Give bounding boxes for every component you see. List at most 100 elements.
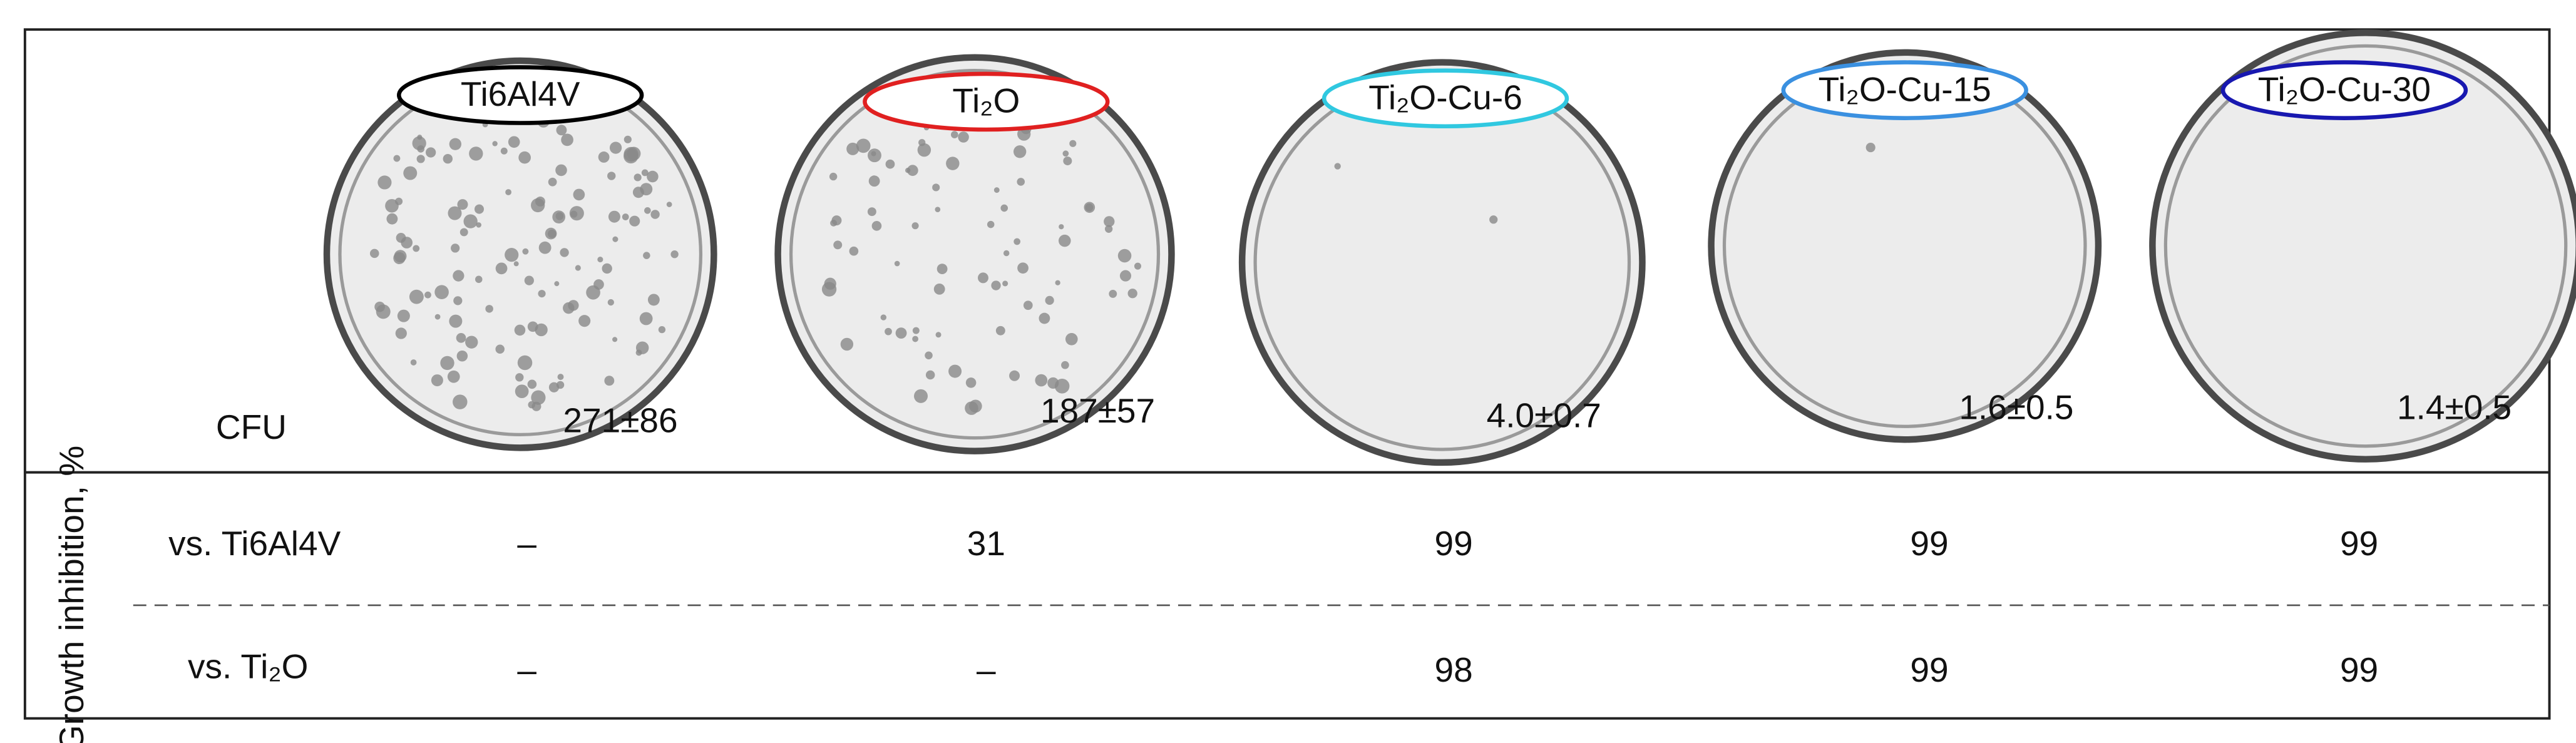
colony: [451, 243, 460, 253]
colony: [575, 265, 581, 271]
inhibition-vs-ti2o: 99: [2340, 650, 2378, 689]
colony: [508, 136, 520, 148]
colony: [538, 241, 552, 254]
colony: [495, 344, 505, 354]
row-group-label: Growth inhibition, %: [52, 446, 91, 743]
colony: [463, 214, 478, 228]
colony: [545, 227, 557, 240]
colony: [469, 146, 483, 161]
colony: [868, 175, 880, 187]
colony: [449, 314, 463, 328]
colony: [629, 215, 640, 227]
cfu-label: CFU: [216, 407, 287, 446]
colony: [933, 283, 945, 295]
colony: [1109, 290, 1117, 298]
colony: [912, 336, 919, 342]
sample-label: Ti₂O: [952, 81, 1020, 120]
sample-label-ellipse: [1321, 68, 1569, 129]
colony: [958, 131, 969, 143]
colony: [515, 384, 529, 399]
colony: [505, 189, 512, 195]
colony: [556, 381, 565, 389]
colony: [597, 257, 603, 263]
sample-label-ellipse: [2220, 60, 2468, 120]
colony: [476, 222, 481, 228]
colony: [1104, 225, 1113, 233]
colony: [932, 183, 940, 192]
sample-label: Ti₂O-Cu-30: [2258, 69, 2431, 108]
colony: [1069, 140, 1077, 147]
colony: [514, 324, 526, 336]
colony: [639, 312, 653, 325]
colony: [612, 337, 618, 342]
colony: [568, 300, 579, 311]
colony: [912, 327, 920, 334]
colony: [431, 374, 443, 387]
colony: [948, 364, 962, 378]
colony: [426, 147, 436, 158]
colony: [513, 261, 519, 267]
colony: [393, 252, 406, 265]
colony: [417, 145, 424, 153]
colony: [495, 262, 508, 275]
colony: [1065, 332, 1078, 346]
sample-label-ellipse: [863, 71, 1110, 132]
inhibition-vs-ti6al4v: 31: [967, 524, 1005, 563]
colony: [1334, 163, 1341, 170]
colony: [374, 301, 385, 312]
colony: [492, 141, 498, 146]
petri-dish-rim: [789, 69, 1161, 440]
colony: [894, 260, 900, 267]
colony: [413, 245, 420, 252]
colony: [515, 373, 524, 382]
colony: [871, 151, 876, 156]
colony: [640, 183, 653, 196]
inhibition-vs-ti6al4v: 99: [1910, 524, 1948, 563]
colony: [906, 165, 918, 177]
colony: [518, 151, 531, 164]
colony: [554, 281, 560, 287]
colony: [1023, 300, 1033, 310]
colony: [607, 299, 614, 306]
colony: [447, 370, 460, 383]
colony: [1013, 238, 1021, 245]
colony: [448, 206, 462, 220]
colony: [1127, 289, 1137, 299]
sample-label: Ti₂O-Cu-15: [1819, 69, 1991, 108]
outer-border: [23, 28, 2551, 720]
colony: [936, 264, 948, 275]
colony: [635, 341, 649, 354]
colony: [557, 374, 564, 381]
colony: [377, 175, 392, 190]
colony: [424, 291, 431, 299]
colony: [456, 333, 466, 343]
colony: [1003, 250, 1010, 257]
cfu-value: 1.4±0.5: [2397, 388, 2512, 427]
colony: [517, 355, 533, 371]
colony: [386, 213, 398, 225]
colony: [658, 325, 666, 334]
colony: [602, 263, 612, 274]
colony: [1017, 178, 1025, 186]
colony: [1059, 224, 1064, 230]
colony: [623, 148, 639, 164]
colony: [1054, 379, 1070, 394]
colony: [395, 327, 407, 339]
colony: [522, 248, 529, 255]
colony: [644, 207, 651, 214]
colony: [1017, 262, 1029, 274]
cfu-value: 4.0±0.7: [1487, 396, 1601, 435]
colony: [1039, 312, 1050, 324]
colony: [1865, 143, 1876, 153]
inhibition-vs-ti6al4v: 99: [1435, 524, 1473, 563]
colony: [867, 207, 876, 217]
colony: [608, 210, 620, 223]
colony: [623, 135, 632, 143]
colony: [524, 275, 534, 285]
colony: [416, 155, 425, 163]
cfu-value: 271±86: [563, 401, 677, 440]
colony: [830, 219, 837, 227]
colony: [647, 170, 659, 183]
colony: [410, 359, 417, 366]
colony: [1134, 262, 1142, 270]
